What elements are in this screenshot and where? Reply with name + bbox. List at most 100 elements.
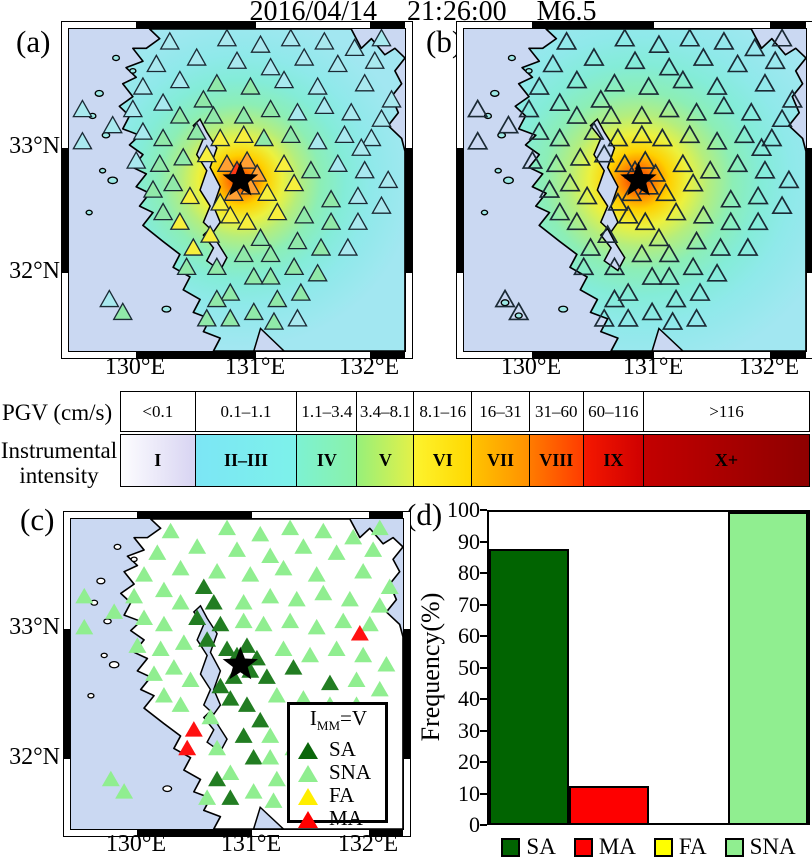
station-triangle	[294, 47, 315, 66]
station-triangle	[706, 76, 728, 95]
station-triangle	[781, 89, 803, 108]
station-triangle	[658, 243, 680, 263]
station-triangle	[771, 108, 793, 128]
station-triangle	[314, 522, 333, 539]
pgv-cell: 8.1–16	[413, 392, 471, 431]
y-tick-label: 20	[458, 749, 480, 774]
station-triangle	[672, 153, 694, 173]
station-triangle	[370, 597, 389, 613]
station-triangle	[243, 266, 264, 285]
station-triangle	[596, 224, 619, 243]
station-triangle	[555, 31, 578, 50]
station-triangle	[226, 50, 248, 69]
station-triangle	[169, 105, 191, 124]
station-triangle	[381, 89, 402, 108]
legend-item-label: SNA	[329, 760, 372, 785]
islet	[112, 54, 121, 62]
station-triangle	[371, 108, 392, 127]
station-triangle	[685, 102, 708, 121]
station-triangle	[220, 308, 241, 327]
station-triangle	[142, 179, 164, 198]
y-tick-label: 70	[458, 591, 480, 617]
station-triangle	[260, 57, 281, 76]
y-tick-label: 90	[458, 528, 480, 554]
station-triangle	[290, 282, 312, 301]
station-triangle	[685, 230, 708, 250]
station-triangle	[210, 128, 231, 147]
epicenter-star	[222, 161, 259, 196]
station-triangle	[283, 173, 305, 192]
station-triangle	[747, 185, 769, 205]
intensity-cell: VIII	[528, 435, 583, 486]
station-triangle	[101, 770, 120, 787]
station-triangle	[283, 256, 305, 276]
station-triangle	[267, 289, 288, 308]
station-triangle	[112, 301, 133, 321]
station-triangle	[183, 237, 204, 256]
islet	[101, 132, 111, 139]
station-triangle	[267, 202, 288, 221]
station-triangle	[778, 169, 800, 189]
map-panel-c	[63, 511, 411, 837]
y-tick-mark	[480, 635, 487, 637]
station-triangle	[169, 70, 191, 89]
frame-tick-segment	[532, 352, 655, 358]
bar-slot-sa	[489, 512, 569, 823]
station-triangle	[280, 29, 301, 47]
panel-d-label: (d)	[406, 497, 443, 532]
frequency-bar-chart	[487, 510, 810, 825]
d-legend-item-ma: MA	[573, 834, 636, 857]
station-triangle	[152, 128, 174, 147]
station-triangle	[260, 99, 281, 118]
station-triangle	[274, 559, 293, 576]
station-triangle	[661, 311, 684, 330]
d-legend-swatch	[653, 837, 673, 857]
islet	[96, 577, 106, 585]
station-triangle	[210, 192, 231, 211]
bay	[192, 604, 222, 716]
station-triangle	[679, 124, 701, 144]
station-triangle	[171, 594, 190, 610]
station-triangle	[208, 739, 227, 756]
station-triangle	[733, 124, 756, 144]
station-triangle	[377, 656, 396, 672]
station-triangle	[658, 56, 680, 76]
station-triangle	[340, 590, 359, 607]
legend-item-label: SA	[329, 737, 356, 762]
station-triangle	[237, 637, 256, 653]
station-triangle	[644, 163, 667, 182]
station-triangle	[154, 581, 173, 598]
panel-c-label: (c)	[20, 502, 55, 537]
islet	[107, 176, 119, 185]
station-triangle	[354, 563, 373, 579]
station-triangle	[287, 102, 308, 121]
bar-ma	[568, 785, 649, 823]
pgv-range-row: <0.1 0.1–1.1 1.1–3.4 3.4–8.1 8.1–16 16–31 31–6…	[120, 391, 810, 432]
d-legend-label: SA	[526, 834, 556, 857]
station-triangle	[273, 70, 295, 89]
legend-item-sa: SA	[296, 737, 381, 762]
station-triangle	[593, 143, 615, 163]
shakemap-predicted	[463, 28, 807, 352]
frame-tick-segment	[532, 22, 655, 28]
lon-131E-c: 131°E	[220, 831, 282, 857]
panel-a-label: (a)	[16, 24, 51, 59]
station-triangle	[220, 282, 241, 301]
station-triangle	[221, 789, 240, 805]
station-triangle	[747, 211, 769, 231]
station-triangle	[641, 266, 663, 285]
islet	[87, 692, 95, 699]
station-triangle	[327, 544, 346, 560]
islet	[85, 209, 93, 216]
panel-c-legend-title: IMM=V	[309, 706, 368, 734]
legend-item-sna: SNA	[296, 760, 381, 785]
station-triangle	[162, 173, 184, 192]
station-triangle	[267, 687, 286, 703]
islet	[525, 67, 533, 74]
station-triangle	[685, 308, 708, 327]
islet	[502, 176, 514, 185]
pgv-cell: 60–116	[582, 392, 644, 431]
triangle	[298, 764, 318, 782]
station-triangle	[115, 783, 134, 799]
station-triangle	[284, 659, 303, 675]
